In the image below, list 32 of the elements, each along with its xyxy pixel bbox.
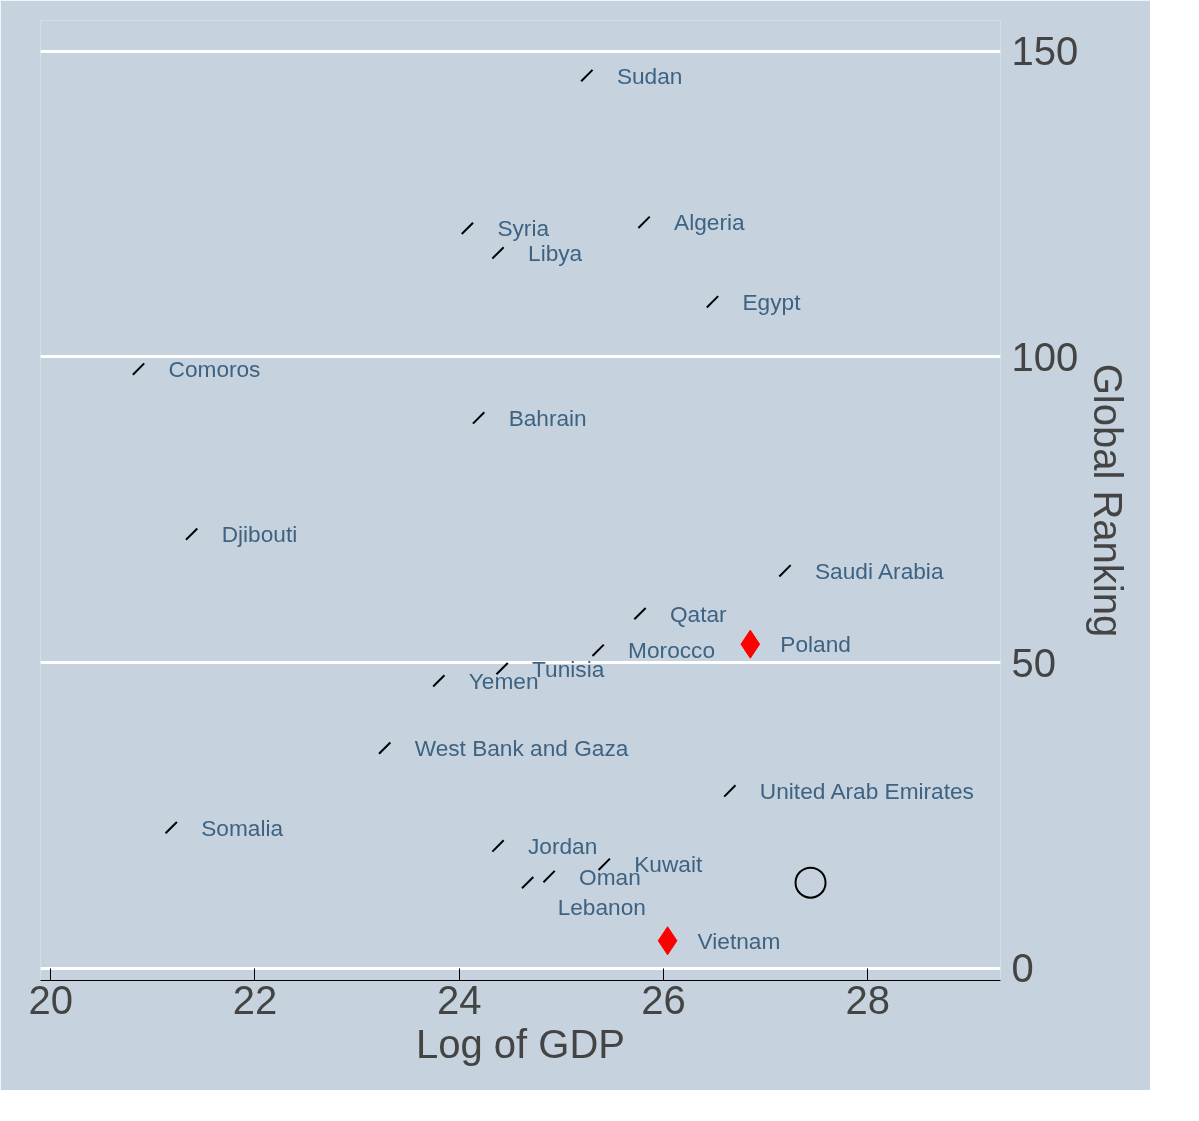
x-tick-label: 26	[641, 977, 686, 1022]
y-tick-label: 50	[1011, 640, 1056, 685]
point	[657, 926, 678, 956]
annotation: Comoros	[168, 356, 261, 383]
point	[740, 629, 761, 659]
annotation: Lebanon	[557, 893, 646, 920]
annotation: Somalia	[201, 814, 284, 841]
annotation: Algeria	[674, 209, 745, 236]
y-tick-label: 0	[1011, 946, 1034, 991]
annotation: West Bank and Gaza	[414, 735, 629, 762]
x-tick-label: 28	[845, 977, 890, 1022]
y-axis-title: Global Ranking	[1086, 363, 1131, 638]
annotation: Vietnam	[697, 927, 781, 954]
annotation: Qatar	[669, 600, 728, 627]
annotation: Sudan	[616, 62, 683, 89]
annotation: United Arab Emirates	[759, 777, 974, 804]
annotation: Bahrain	[508, 404, 587, 431]
annotation: Saudi Arabia	[815, 557, 944, 584]
annotation: Syria	[497, 215, 550, 242]
annotation: Djibouti	[221, 521, 298, 548]
annotation: Libya	[528, 239, 583, 266]
annotation: Jordan	[528, 832, 598, 859]
annotation: Egypt	[742, 288, 802, 315]
y-tick-label: 150	[1011, 29, 1079, 74]
y-tick-label: 100	[1011, 334, 1079, 379]
annotation: Poland	[780, 631, 851, 658]
x-tick-label: 22	[232, 977, 278, 1022]
x-axis-title: Log of GDP	[416, 1021, 626, 1066]
x-tick-label: 24	[436, 977, 482, 1022]
x-tick-label: 20	[28, 977, 73, 1022]
point	[794, 866, 827, 899]
annotation: Morocco	[628, 637, 715, 664]
